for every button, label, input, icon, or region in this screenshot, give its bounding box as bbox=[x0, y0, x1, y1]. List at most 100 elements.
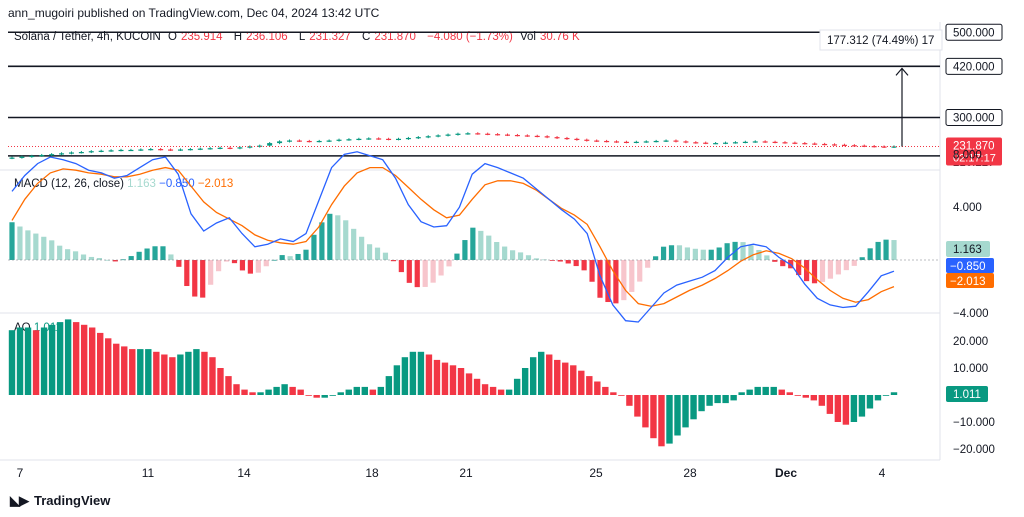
price-axis-label: 300.000 bbox=[953, 113, 995, 125]
ao-axis-label: 20.000 bbox=[953, 336, 988, 348]
ao-bar bbox=[746, 389, 753, 395]
ao-bar bbox=[64, 319, 72, 395]
time-axis-label: Dec bbox=[775, 466, 797, 480]
macd-histogram-bar bbox=[668, 245, 675, 260]
ao-bar bbox=[161, 354, 168, 395]
macd-histogram-bar bbox=[57, 245, 63, 260]
macd-histogram-bar bbox=[184, 260, 190, 287]
macd-histogram-bar bbox=[613, 260, 619, 304]
candle-body bbox=[802, 143, 808, 145]
candle-body bbox=[732, 142, 738, 144]
macd-histogram-bar bbox=[72, 251, 79, 260]
ao-axis-label: −20.000 bbox=[953, 444, 995, 456]
ao-bar bbox=[201, 351, 208, 395]
candle-body bbox=[59, 153, 65, 155]
candle-body bbox=[544, 136, 550, 138]
macd-histogram-bar bbox=[867, 248, 873, 260]
candle-body bbox=[564, 137, 570, 140]
macd-line-tag bbox=[946, 258, 994, 273]
candle-body bbox=[881, 146, 887, 148]
ao-bar bbox=[465, 373, 473, 395]
macd-histogram-bar bbox=[573, 260, 579, 267]
ao-bar bbox=[393, 365, 401, 395]
macd-histogram-bar bbox=[660, 246, 667, 260]
high-label: H 236.106 bbox=[233, 31, 288, 43]
close-label: C 231.870 bbox=[362, 31, 416, 43]
candle-body bbox=[584, 139, 590, 141]
macd-histogram-bar bbox=[645, 260, 651, 268]
macd-histogram-bar bbox=[88, 256, 95, 260]
ao-bar bbox=[241, 389, 248, 395]
macd-histogram-bar bbox=[366, 244, 373, 260]
macd-histogram-bar bbox=[819, 260, 826, 282]
candle-body bbox=[9, 157, 15, 159]
macd-signal-tag-label: −2.013 bbox=[950, 276, 986, 288]
ao-bar bbox=[762, 386, 769, 395]
candle-body bbox=[832, 144, 838, 146]
ao-bar bbox=[882, 395, 890, 396]
macd-histogram-bar bbox=[200, 260, 206, 298]
macd-histogram-bar bbox=[414, 260, 420, 288]
ao-bar bbox=[866, 395, 874, 409]
ao-bar bbox=[369, 389, 377, 395]
macd-histogram-bar bbox=[581, 260, 587, 271]
ao-bar bbox=[513, 378, 521, 395]
ao-bar bbox=[425, 354, 433, 395]
ao-bar bbox=[602, 386, 609, 395]
ao-bar bbox=[265, 389, 272, 395]
macd-histogram-bar bbox=[223, 260, 230, 262]
candle-body bbox=[772, 141, 778, 144]
macd-histogram-bar bbox=[359, 236, 365, 260]
macd-histogram-bar bbox=[470, 227, 476, 260]
ao-bar bbox=[193, 349, 200, 395]
ao-bar bbox=[570, 365, 577, 395]
macd-histogram-bar bbox=[740, 242, 746, 260]
countdown-label: 02:17:17 bbox=[953, 153, 996, 165]
macd-histogram-bar bbox=[327, 213, 333, 260]
macd-histogram-bar bbox=[255, 260, 261, 273]
candle-body bbox=[822, 143, 828, 146]
candle-body bbox=[197, 148, 203, 150]
ao-bar bbox=[129, 349, 136, 395]
time-axis-label: 18 bbox=[365, 466, 379, 480]
candle-body bbox=[574, 138, 580, 141]
macd-hist-tag-label: 1.163 bbox=[953, 244, 982, 256]
macd-histogram-bar bbox=[41, 236, 47, 260]
ao-bar bbox=[113, 343, 120, 395]
macd-histogram-bar bbox=[827, 260, 834, 279]
macd-histogram-bar bbox=[271, 259, 277, 261]
ao-bar bbox=[257, 392, 264, 395]
macd-histogram-bar bbox=[851, 260, 857, 266]
candle-body bbox=[286, 140, 292, 142]
macd-signal-line bbox=[11, 166, 895, 307]
macd-histogram-bar bbox=[136, 251, 142, 260]
ao-bar bbox=[778, 389, 785, 395]
ao-bar bbox=[850, 395, 858, 422]
ao-bar bbox=[417, 351, 425, 395]
macd-histogram-bar bbox=[17, 226, 23, 260]
macd-histogram-bar bbox=[295, 253, 301, 260]
macd-histogram-bar bbox=[406, 260, 412, 283]
last-price-tag bbox=[946, 137, 1002, 166]
ao-bar bbox=[578, 370, 585, 395]
ao-bar bbox=[497, 389, 505, 395]
ao-bar bbox=[377, 386, 385, 395]
candle-body bbox=[68, 152, 74, 154]
time-axis-label: 14 bbox=[237, 466, 251, 480]
macd-hist-tag bbox=[946, 241, 990, 257]
candle-body bbox=[514, 134, 520, 137]
macd-histogram-bar bbox=[597, 260, 603, 298]
ao-bar bbox=[433, 359, 441, 395]
ao-bar bbox=[610, 392, 617, 395]
ao-bar bbox=[674, 395, 681, 436]
ao-bar bbox=[634, 395, 641, 417]
ao-bar bbox=[209, 357, 216, 395]
candle-body bbox=[782, 142, 788, 144]
candle-body bbox=[812, 143, 818, 145]
ao-bar bbox=[754, 386, 761, 395]
ao-bar bbox=[650, 395, 657, 439]
macd-histogram-bar bbox=[9, 222, 15, 260]
ao-bar bbox=[145, 349, 152, 395]
candle-body bbox=[187, 149, 193, 151]
